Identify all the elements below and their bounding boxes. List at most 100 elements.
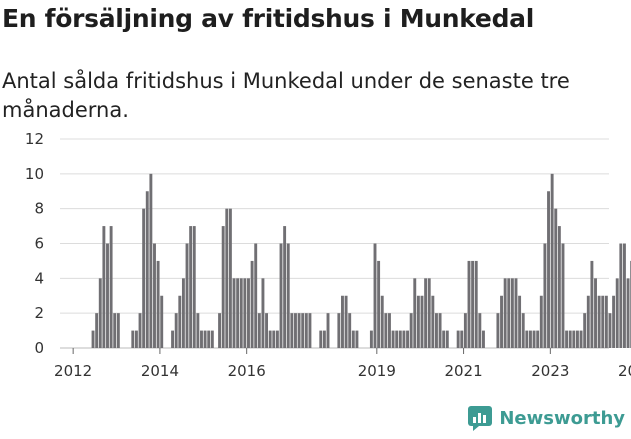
bar	[427, 278, 431, 348]
bar	[142, 208, 146, 348]
bar	[597, 295, 601, 348]
bar	[232, 278, 236, 348]
bar	[590, 260, 594, 348]
bar	[377, 260, 381, 348]
bar	[575, 330, 579, 348]
bar	[402, 330, 406, 348]
bar	[568, 330, 572, 348]
bar	[113, 313, 117, 348]
bar	[98, 278, 102, 348]
bar	[391, 330, 395, 348]
bar	[341, 295, 344, 348]
bar	[510, 278, 514, 348]
bar	[420, 295, 424, 348]
bar	[594, 278, 597, 348]
bar	[539, 295, 543, 348]
bar	[380, 295, 384, 348]
bar	[294, 313, 297, 348]
bar	[456, 330, 460, 348]
bar	[474, 260, 478, 348]
bar	[156, 260, 160, 348]
bar	[536, 330, 540, 348]
bar	[275, 330, 279, 348]
bar	[348, 313, 352, 348]
x-tick-label: 2012	[54, 362, 92, 380]
bar	[337, 313, 341, 348]
bar	[203, 330, 207, 348]
bar	[185, 243, 189, 348]
bar	[398, 330, 402, 348]
x-tick-label: 2019	[358, 362, 396, 380]
bar	[207, 330, 211, 348]
bar	[160, 295, 164, 348]
bar	[272, 330, 276, 348]
bar	[106, 243, 109, 348]
bar	[304, 313, 308, 348]
bar	[189, 226, 193, 348]
bar	[601, 295, 605, 348]
y-tick-label: 0	[34, 339, 44, 357]
bar	[416, 295, 420, 348]
bar	[496, 313, 500, 348]
bar	[257, 313, 261, 348]
bar	[460, 330, 464, 348]
newsworthy-logo: Newsworthy	[467, 405, 625, 431]
bar	[373, 243, 377, 348]
bar	[572, 330, 576, 348]
bar	[413, 278, 417, 348]
bar	[250, 260, 254, 348]
bar	[221, 226, 225, 348]
bar	[200, 330, 203, 348]
bar	[500, 295, 503, 348]
bar	[145, 191, 149, 348]
y-tick-label: 4	[34, 269, 44, 287]
x-tick-label: 2014	[141, 362, 179, 380]
bar	[565, 330, 569, 348]
bar	[322, 330, 326, 348]
bar	[525, 330, 529, 348]
bar	[579, 330, 583, 348]
bar	[463, 313, 467, 348]
bar	[290, 313, 294, 348]
bar	[239, 278, 243, 348]
bar	[626, 278, 630, 348]
bar	[514, 278, 518, 348]
bar	[301, 313, 305, 348]
bar	[91, 330, 95, 348]
bar	[586, 295, 590, 348]
bar	[138, 313, 142, 348]
bar	[431, 295, 435, 348]
bar	[131, 330, 135, 348]
y-tick-label: 12	[25, 130, 44, 148]
bar	[283, 226, 287, 348]
bar	[482, 330, 485, 348]
bar	[247, 278, 250, 348]
bar	[442, 330, 446, 348]
bar	[326, 313, 330, 348]
bar	[279, 243, 283, 348]
x-tick-label: 2021	[444, 362, 482, 380]
bar	[369, 330, 373, 348]
bar	[550, 173, 554, 348]
bar	[181, 278, 185, 348]
bar	[615, 278, 619, 348]
bar	[547, 191, 550, 348]
bar	[604, 295, 608, 348]
bar	[521, 313, 525, 348]
bar	[471, 260, 475, 348]
bar	[583, 313, 587, 348]
x-tick-label: 2025	[618, 362, 631, 380]
bar	[529, 330, 532, 348]
bar	[467, 260, 471, 348]
bar	[265, 313, 269, 348]
bar	[518, 295, 522, 348]
bar	[543, 243, 547, 348]
bar	[384, 313, 388, 348]
bar	[286, 243, 290, 348]
bar	[622, 243, 626, 348]
bar	[254, 243, 258, 348]
bar	[297, 313, 301, 348]
bar	[228, 208, 232, 348]
y-tick-label: 10	[25, 165, 44, 183]
